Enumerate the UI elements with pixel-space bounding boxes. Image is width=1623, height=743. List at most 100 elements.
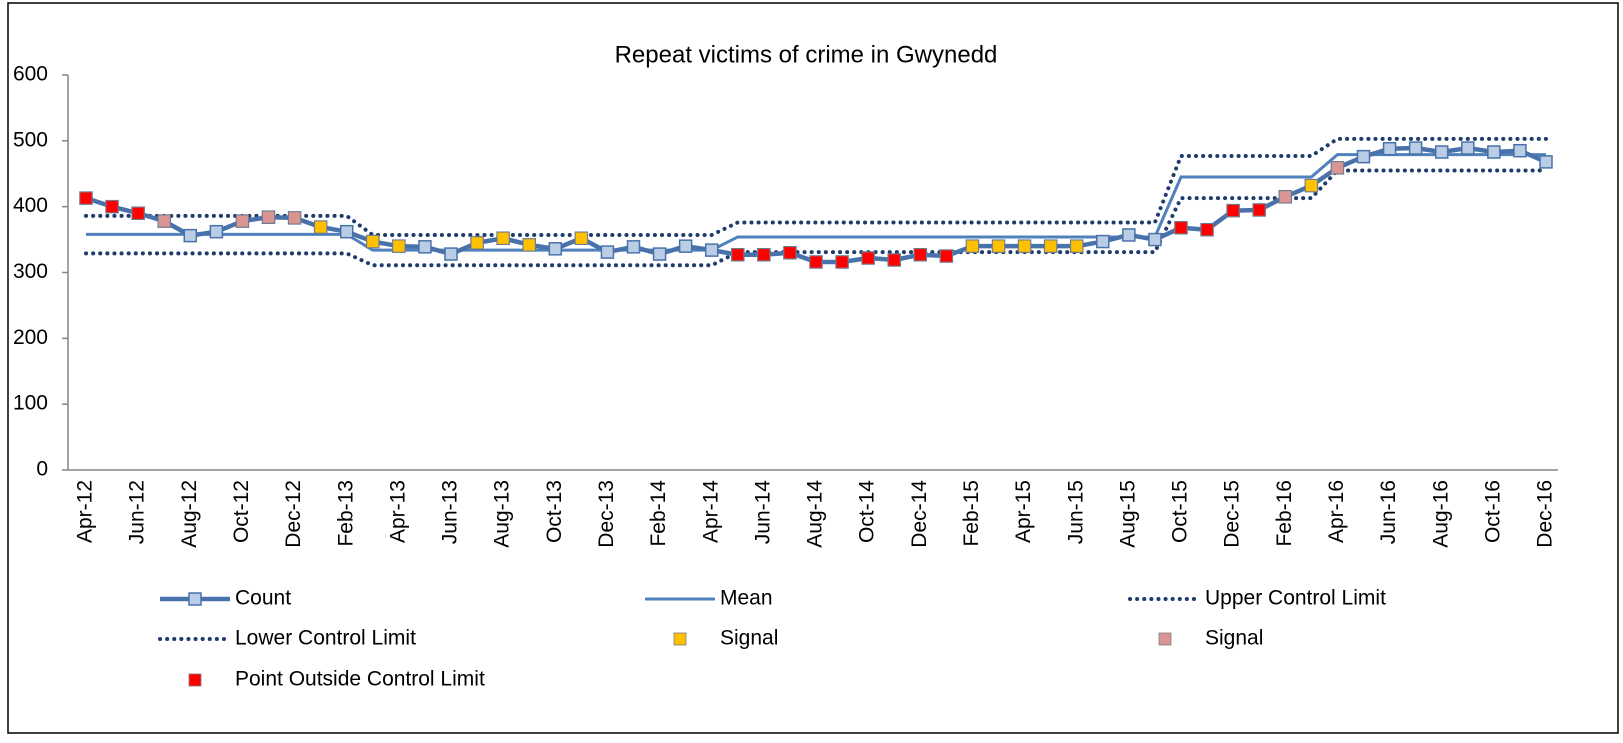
legend-label: Signal <box>1205 627 1263 650</box>
y-tick-label: 200 <box>13 326 48 349</box>
data-point <box>1044 239 1058 253</box>
data-point <box>157 214 171 228</box>
x-tick-label: Oct-12 <box>230 480 253 543</box>
x-tick-label: Aug-12 <box>178 480 201 548</box>
data-point <box>966 239 979 253</box>
data-point <box>1226 204 1240 218</box>
x-tick-label: Feb-16 <box>1273 480 1296 547</box>
data-point <box>939 249 953 263</box>
x-tick-label: Aug-14 <box>804 480 827 548</box>
y-tick-label: 500 <box>13 128 48 151</box>
y-tick-label: 0 <box>36 458 48 481</box>
x-tick-label: Apr-15 <box>1012 480 1035 543</box>
data-point <box>1356 149 1371 164</box>
chart-title: Repeat victims of crime in Gwynedd <box>615 41 998 68</box>
data-point <box>105 200 119 214</box>
x-tick-label: Feb-15 <box>960 480 983 547</box>
legend-label: Lower Control Limit <box>235 627 416 650</box>
y-tick-label: 300 <box>13 260 48 283</box>
data-point <box>470 236 484 250</box>
data-point <box>366 235 380 248</box>
x-tick-label: Jun-13 <box>439 480 462 544</box>
x-tick-label: Aug-15 <box>1116 480 1139 548</box>
data-point <box>444 247 458 261</box>
data-point <box>1513 143 1527 158</box>
data-point <box>262 210 275 224</box>
y-tick-label: 100 <box>13 392 48 415</box>
data-point <box>131 206 145 220</box>
data-point <box>236 214 249 228</box>
data-point <box>548 242 563 256</box>
data-point <box>704 243 719 257</box>
data-point <box>1070 239 1084 253</box>
data-point <box>1278 190 1292 204</box>
x-tick-label: Dec-12 <box>282 480 305 548</box>
data-point <box>652 247 667 261</box>
data-point <box>496 231 510 245</box>
data-point <box>79 191 93 205</box>
data-point <box>1252 203 1266 217</box>
data-point <box>418 240 432 254</box>
data-point <box>1018 239 1031 253</box>
data-point <box>887 253 901 267</box>
data-point <box>392 239 406 253</box>
data-point <box>1382 141 1397 156</box>
data-point <box>835 255 849 269</box>
x-tick-label: Jun-15 <box>1064 480 1087 544</box>
data-point <box>1200 223 1214 237</box>
x-tick-label: Apr-14 <box>699 480 722 543</box>
data-point <box>183 228 198 243</box>
legend-label: Upper Control Limit <box>1205 587 1386 610</box>
y-tick-label: 600 <box>13 63 48 86</box>
data-point <box>1304 179 1318 193</box>
data-point <box>314 220 328 234</box>
data-point <box>288 211 301 225</box>
data-point <box>809 255 823 269</box>
data-point <box>731 248 745 262</box>
data-point <box>992 239 1005 253</box>
y-tick-label: 400 <box>13 194 48 217</box>
data-point <box>1539 155 1553 169</box>
legend-marker <box>188 673 202 687</box>
x-tick-label: Oct-14 <box>856 480 879 543</box>
series-line <box>86 153 1546 252</box>
data-point <box>1487 145 1501 159</box>
legend-label: Count <box>235 587 291 610</box>
data-point <box>678 239 693 253</box>
data-point <box>1148 232 1162 247</box>
series-line <box>84 136 1548 237</box>
legend-marker <box>1158 632 1172 646</box>
data-point <box>913 248 927 262</box>
x-tick-label: Dec-15 <box>1221 480 1244 548</box>
data-point <box>1408 141 1423 155</box>
legend-label: Signal <box>720 627 778 650</box>
x-tick-label: Dec-13 <box>595 480 618 548</box>
data-point <box>783 246 797 260</box>
legend-label: Mean <box>720 587 773 610</box>
legend-label: Point Outside Control Limit <box>235 668 485 691</box>
x-tick-label: Apr-16 <box>1325 480 1348 543</box>
legend-marker <box>673 632 687 646</box>
data-point <box>757 248 771 262</box>
series-line <box>84 168 1548 268</box>
data-point <box>574 231 588 245</box>
x-tick-label: Jun-14 <box>751 480 774 545</box>
x-tick-label: Oct-16 <box>1481 480 1504 543</box>
data-point <box>626 240 641 254</box>
x-tick-label: Feb-13 <box>334 480 357 547</box>
x-tick-label: Feb-14 <box>647 480 670 547</box>
x-tick-label: Jun-16 <box>1377 480 1400 544</box>
x-tick-label: Aug-16 <box>1429 480 1452 548</box>
x-tick-label: Aug-13 <box>491 480 514 548</box>
data-point <box>1331 161 1344 175</box>
x-tick-label: Dec-16 <box>1534 480 1557 548</box>
x-tick-label: Oct-13 <box>543 480 566 543</box>
x-tick-label: Oct-15 <box>1169 480 1192 543</box>
data-point <box>522 238 536 252</box>
x-tick-label: Apr-13 <box>386 480 409 543</box>
legend-marker <box>188 592 202 606</box>
x-tick-label: Jun-12 <box>126 480 149 544</box>
data-point <box>1122 228 1136 242</box>
